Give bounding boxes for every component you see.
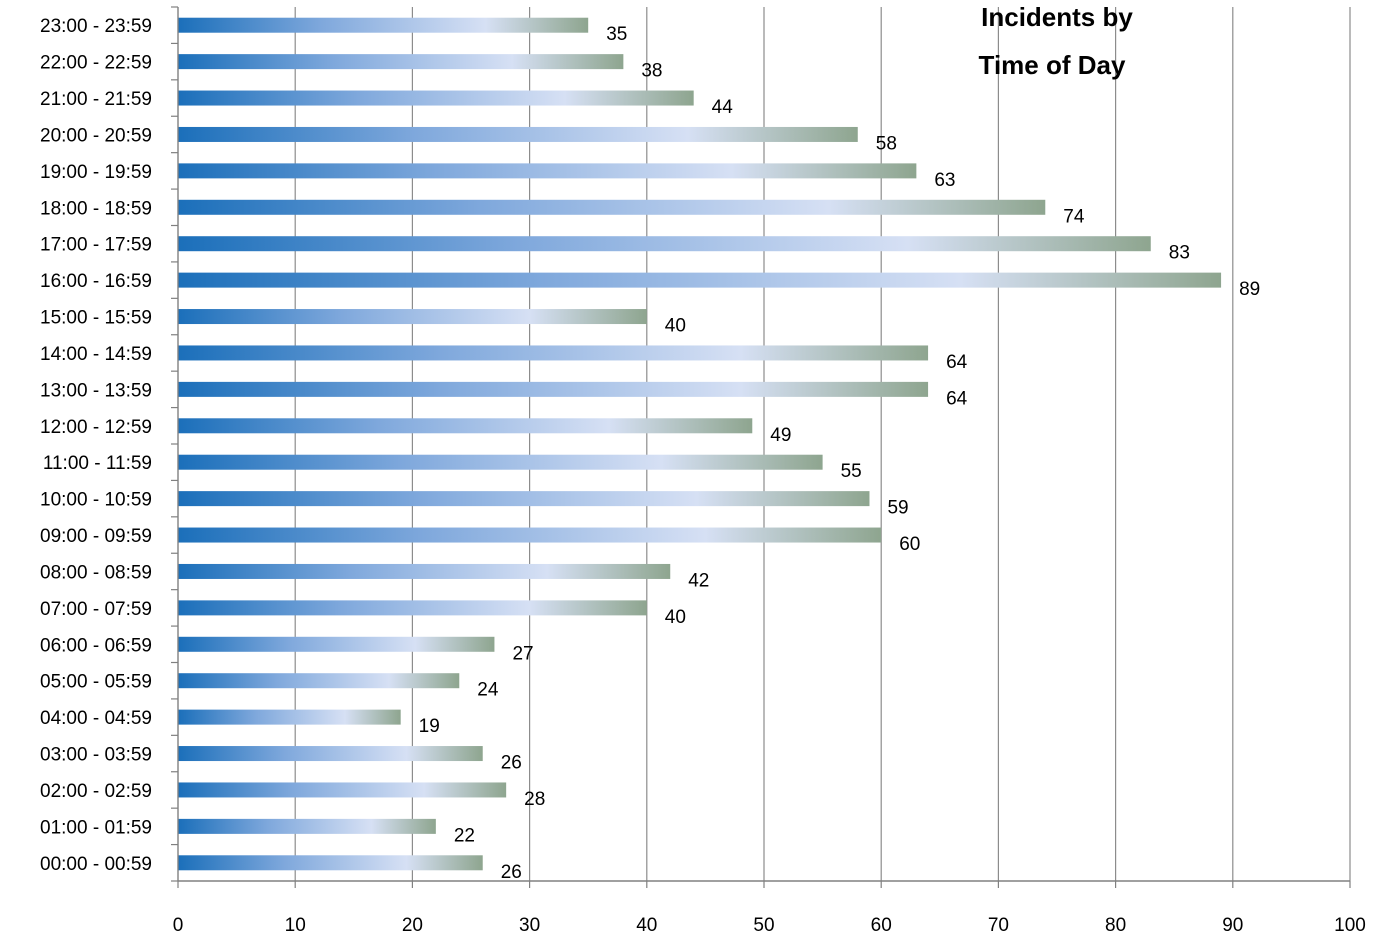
y-tick-label: 14:00 - 14:59: [40, 344, 152, 365]
y-tick-label: 04:00 - 04:59: [40, 708, 152, 729]
bar-16: [178, 272, 1222, 288]
x-tick-label: 90: [1222, 915, 1243, 936]
x-tick-label: 0: [173, 915, 184, 936]
data-label: 26: [501, 753, 522, 774]
bar-23: [178, 17, 589, 33]
bar-22: [178, 54, 624, 70]
y-tick-label: 17:00 - 17:59: [40, 235, 152, 256]
chart-title-line-2: Time of Day: [979, 50, 1126, 80]
bar-8: [178, 563, 671, 579]
data-label: 83: [1169, 243, 1190, 264]
y-tick-label: 11:00 - 11:59: [43, 453, 152, 474]
data-label: 27: [512, 643, 533, 664]
bar-10: [178, 491, 870, 507]
x-tick-label: 80: [1105, 915, 1126, 936]
data-label: 49: [770, 425, 791, 446]
chart-title-line-1: Incidents by: [981, 2, 1133, 32]
gridlines: [294, 7, 1351, 881]
bar-7: [178, 600, 647, 616]
data-label: 89: [1239, 279, 1260, 300]
x-tick-label: 70: [988, 915, 1009, 936]
x-tick-label: 100: [1334, 915, 1366, 936]
y-tick-label: 18:00 - 18:59: [40, 198, 152, 219]
y-tick-label: 08:00 - 08:59: [40, 562, 152, 583]
data-label: 40: [665, 607, 686, 628]
data-label: 44: [712, 97, 734, 118]
bar-2: [178, 782, 507, 798]
bar-17: [178, 236, 1151, 252]
bar-21: [178, 90, 694, 106]
y-tick-label: 13:00 - 13:59: [40, 380, 152, 401]
y-tick-label: 02:00 - 02:59: [40, 781, 152, 802]
bar-20: [178, 126, 858, 142]
data-label: 59: [887, 498, 908, 519]
x-tick-label: 30: [519, 915, 540, 936]
data-label: 35: [606, 24, 627, 45]
y-tick-label: 22:00 - 22:59: [40, 53, 152, 74]
y-tick-label: 06:00 - 06:59: [40, 635, 152, 656]
y-tick-label: 19:00 - 19:59: [40, 162, 152, 183]
bar-3: [178, 746, 483, 762]
y-tick-label: 10:00 - 10:59: [40, 490, 152, 511]
data-label: 24: [477, 680, 499, 701]
y-tick-label: 07:00 - 07:59: [40, 599, 152, 620]
data-label: 38: [641, 61, 662, 82]
data-label: 19: [419, 716, 440, 737]
data-label: 58: [876, 133, 897, 154]
bar-15: [178, 309, 647, 325]
data-label: 28: [524, 789, 545, 810]
y-tick-label: 23:00 - 23:59: [40, 16, 152, 37]
x-tick-label: 60: [871, 915, 892, 936]
data-label: 26: [501, 862, 522, 883]
y-tick-label: 09:00 - 09:59: [40, 526, 152, 547]
x-tick-label: 10: [285, 915, 306, 936]
bar-0: [178, 855, 483, 871]
data-label: 64: [946, 388, 968, 409]
bars: [178, 17, 1222, 871]
bar-5: [178, 673, 460, 689]
data-label: 55: [841, 461, 862, 482]
data-label: 40: [665, 316, 686, 337]
y-tick-label: 20:00 - 20:59: [40, 125, 152, 146]
y-tick-label: 15:00 - 15:59: [40, 308, 152, 329]
bar-12: [178, 418, 753, 434]
y-tick-label: 16:00 - 16:59: [40, 271, 152, 292]
x-tick-label: 40: [636, 915, 657, 936]
bar-4: [178, 709, 401, 725]
x-tick-label: 20: [402, 915, 423, 936]
data-label: 22: [454, 825, 475, 846]
y-tick-label: 01:00 - 01:59: [40, 817, 152, 838]
bar-1: [178, 818, 436, 834]
bar-18: [178, 199, 1046, 215]
data-label: 60: [899, 534, 920, 555]
y-tick-label: 03:00 - 03:59: [40, 745, 152, 766]
y-tick-label: 12:00 - 12:59: [40, 417, 152, 438]
bar-13: [178, 381, 929, 397]
data-label: 64: [946, 352, 968, 373]
bar-14: [178, 345, 929, 361]
data-label: 42: [688, 570, 709, 591]
bar-19: [178, 163, 917, 179]
bar-6: [178, 636, 495, 652]
x-tick-label: 50: [753, 915, 774, 936]
axes: [171, 6, 1351, 888]
bar-11: [178, 454, 823, 470]
data-label: 74: [1063, 206, 1085, 227]
y-tick-label: 05:00 - 05:59: [40, 672, 152, 693]
data-label: 63: [934, 170, 955, 191]
y-tick-label: 21:00 - 21:59: [40, 89, 152, 110]
labels: 0 10 20 30 40 50 60 70 80 90 100 00:00 - 00:59 26 01:…: [40, 16, 1366, 936]
bar-9: [178, 527, 882, 543]
y-tick-label: 00:00 - 00:59: [40, 854, 152, 875]
